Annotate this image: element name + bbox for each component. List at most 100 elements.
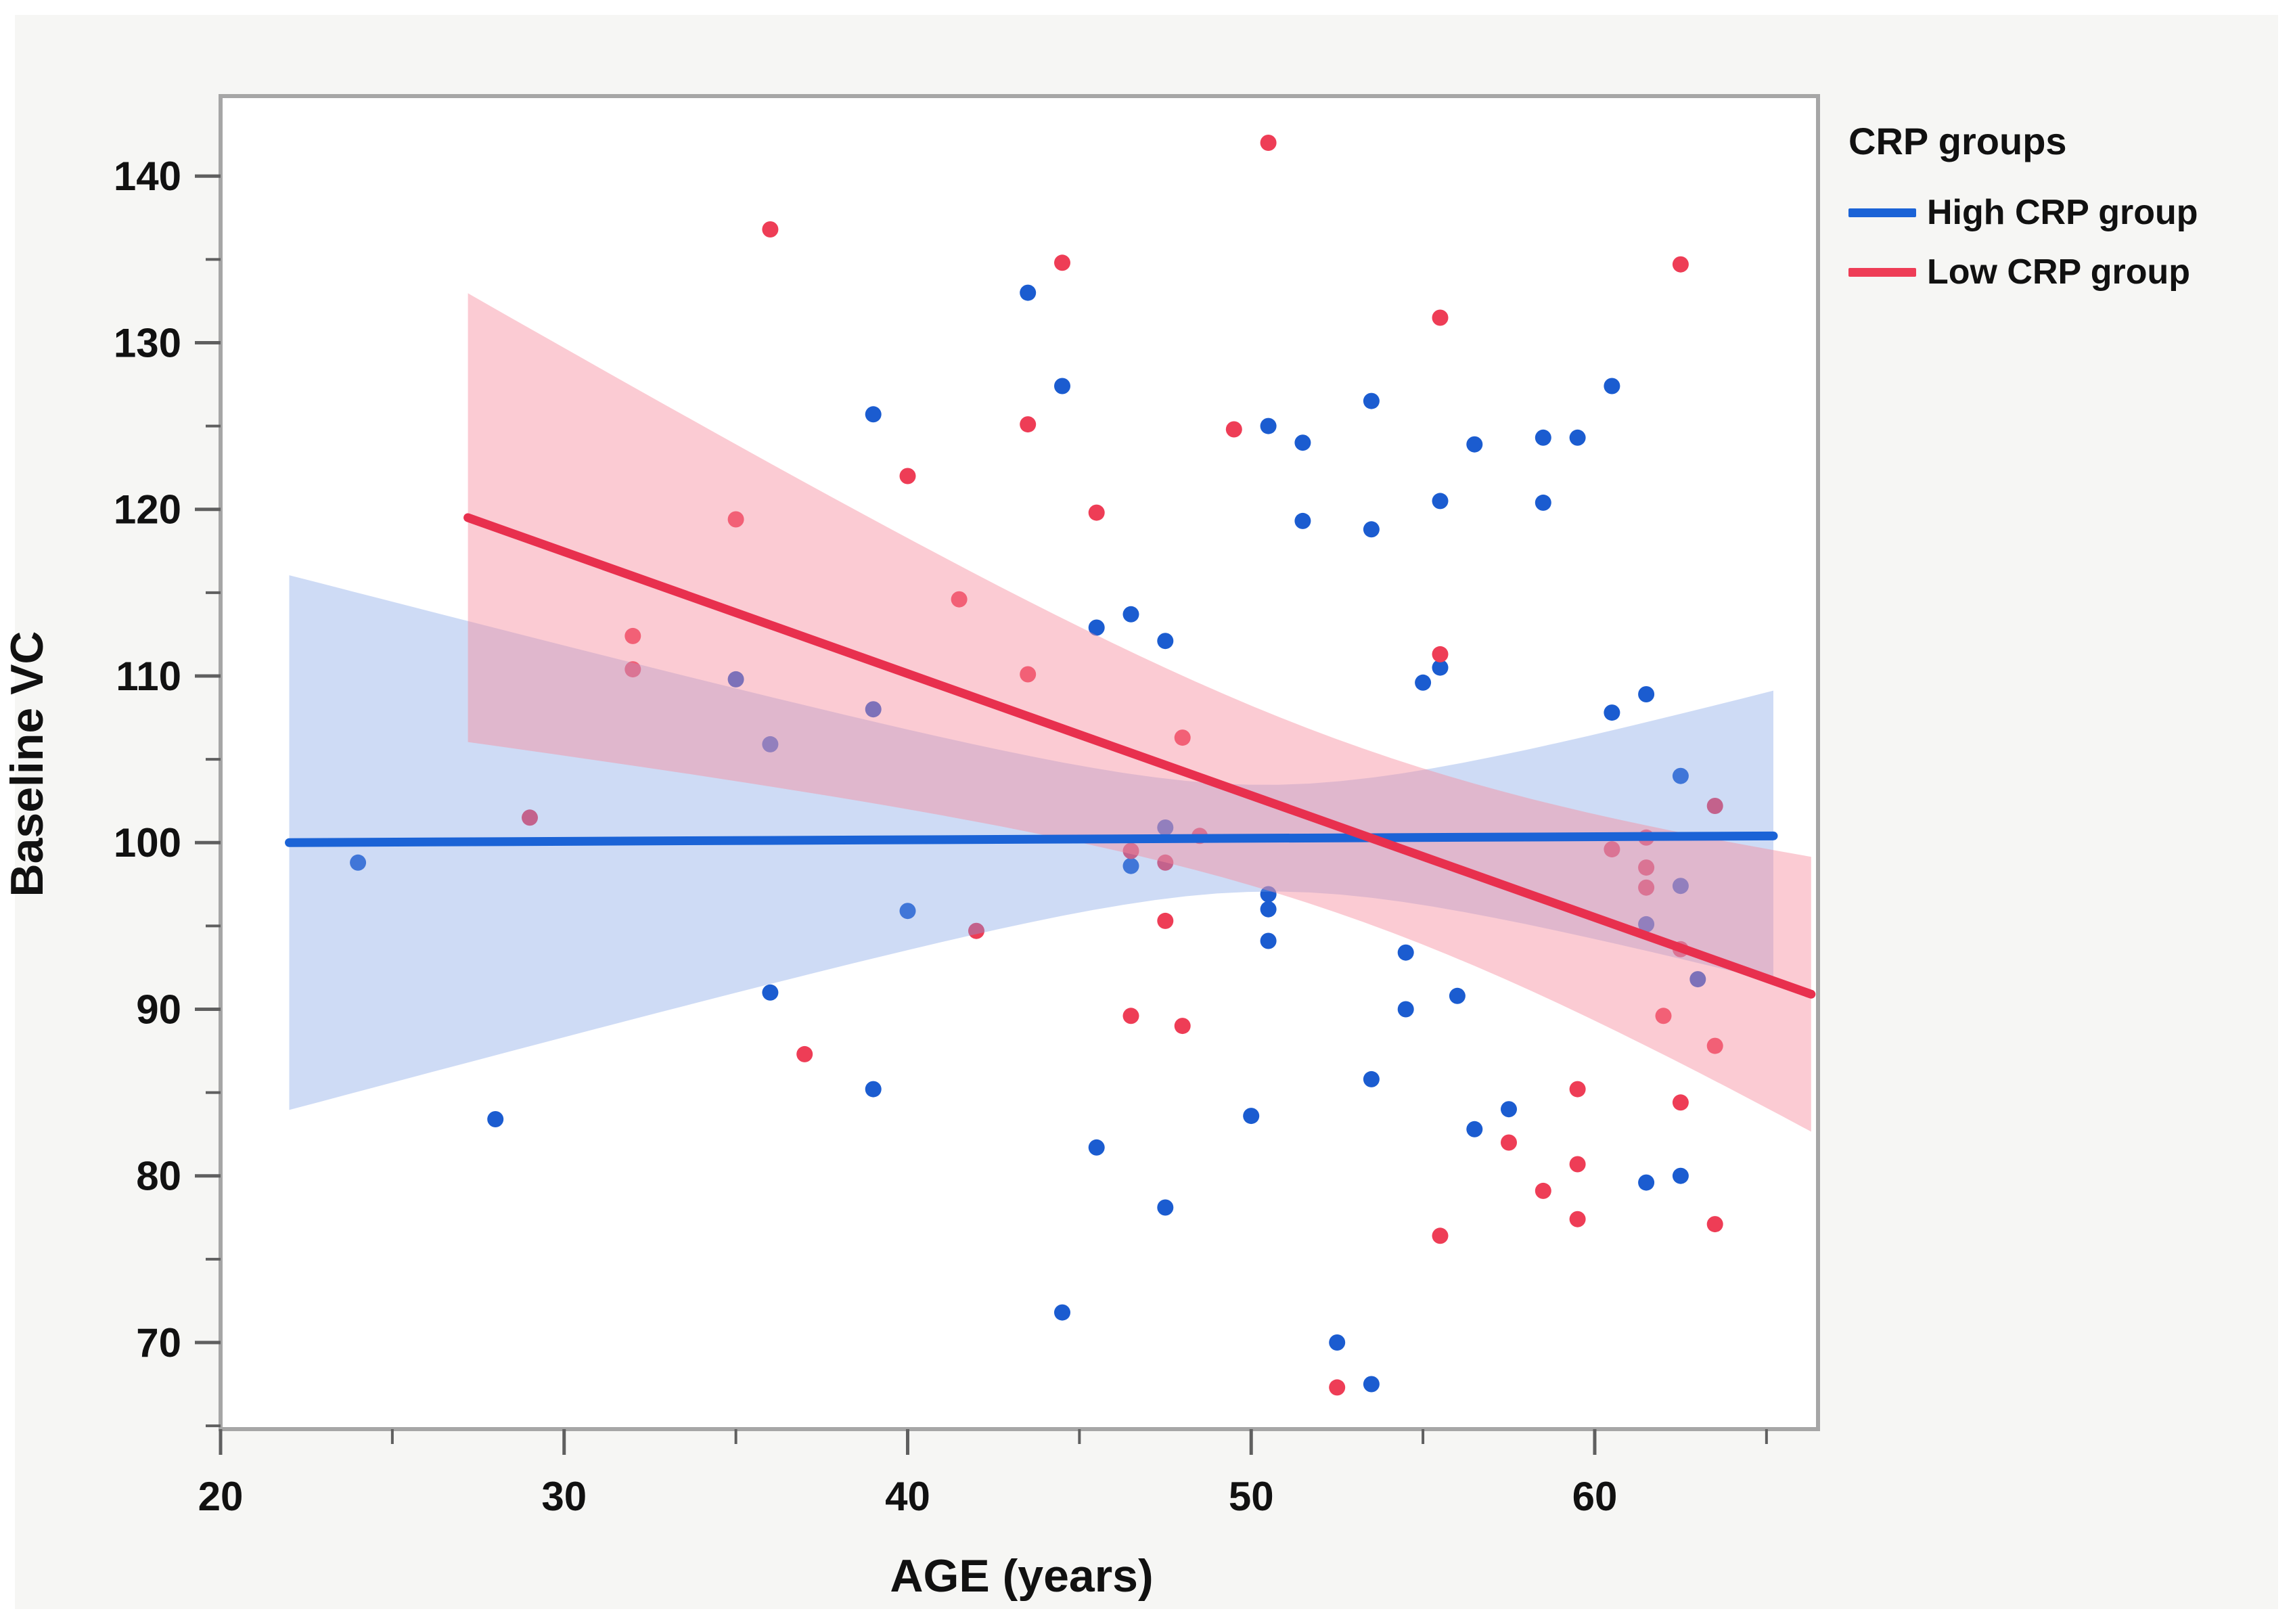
x-tick-label: 40 (885, 1474, 930, 1519)
data-point (796, 1045, 813, 1062)
y-tick-label: 70 (136, 1320, 181, 1366)
data-point (1363, 1070, 1380, 1087)
data-point (951, 591, 968, 608)
data-point (1672, 767, 1689, 784)
low-crp-points (522, 135, 1723, 1396)
x-tick-label: 60 (1572, 1474, 1618, 1519)
legend-item-label: High CRP group (1927, 193, 2198, 232)
data-point (762, 984, 779, 1001)
data-point (1363, 521, 1380, 538)
data-point (1294, 434, 1311, 451)
data-point (350, 854, 367, 871)
y-tick-label: 100 (114, 820, 181, 865)
data-point (1535, 494, 1551, 511)
data-point (1329, 1379, 1346, 1396)
data-point (762, 736, 779, 752)
data-point (1604, 378, 1620, 394)
data-point (1260, 901, 1277, 918)
data-point (1054, 1304, 1070, 1321)
data-point (1122, 1008, 1139, 1024)
data-point (1260, 418, 1277, 434)
data-point (1294, 512, 1311, 529)
data-point (1535, 429, 1551, 446)
data-point (865, 406, 882, 423)
data-point (1672, 256, 1689, 273)
data-point (1569, 1156, 1586, 1173)
data-point (1260, 135, 1277, 151)
data-point (1088, 504, 1105, 521)
x-axis-ticks: 20 30 40 50 60 (198, 1429, 1768, 1519)
data-point (1363, 392, 1380, 409)
data-point (522, 809, 538, 826)
y-tick-label: 120 (114, 487, 181, 533)
data-point (1020, 666, 1037, 683)
plot-frame (219, 94, 1820, 1431)
data-point (1672, 878, 1689, 895)
low-crp-fit-line (463, 513, 1816, 999)
data-point (1569, 429, 1586, 446)
data-point (1706, 1216, 1723, 1233)
data-point (1638, 1174, 1655, 1191)
y-tick-label: 80 (136, 1154, 181, 1199)
data-point (1689, 971, 1706, 988)
data-point (1363, 1376, 1380, 1393)
data-point (1672, 1094, 1689, 1111)
data-point (899, 903, 916, 920)
data-point (1655, 1008, 1672, 1024)
data-point (1260, 932, 1277, 949)
data-point (1432, 646, 1449, 662)
y-tick-label: 90 (136, 987, 181, 1032)
high-crp-line-swatch-icon (1848, 208, 1916, 217)
data-point (865, 701, 882, 718)
data-point (1122, 842, 1139, 859)
high-crp-fit-line (285, 831, 1778, 847)
data-point (1415, 674, 1432, 691)
x-tick-label: 20 (198, 1474, 244, 1519)
data-point (1157, 633, 1174, 650)
data-point (1020, 416, 1037, 433)
data-point (1501, 1101, 1517, 1118)
data-point (762, 221, 779, 238)
legend-item-high: High CRP group (1848, 191, 2268, 233)
low-crp-line-swatch-icon (1848, 267, 1916, 277)
data-point (1706, 798, 1723, 814)
x-tick-label: 30 (541, 1474, 587, 1519)
data-point (1432, 1227, 1449, 1244)
plot-area (221, 96, 1818, 1429)
data-point (1638, 879, 1655, 896)
data-point (1088, 619, 1105, 636)
legend-item-low: Low CRP group (1848, 251, 2268, 293)
data-point (1638, 686, 1655, 702)
data-point (1466, 436, 1483, 453)
data-point (1397, 1001, 1414, 1018)
data-point (1466, 1121, 1483, 1137)
data-point (968, 922, 984, 939)
legend-title: CRP groups (1848, 120, 2067, 162)
legend-item-label: Low CRP group (1927, 252, 2191, 292)
data-point (1569, 1081, 1586, 1098)
data-point (1569, 1211, 1586, 1227)
data-point (1501, 1134, 1517, 1151)
y-tick-label: 140 (114, 154, 181, 199)
data-point (1225, 421, 1242, 438)
data-point (487, 1111, 504, 1127)
legend: CRP groups High CRP group Low CRP group (1848, 119, 2268, 311)
data-point (1157, 1199, 1174, 1216)
y-axis-ticks: 70 80 90 100 110 120 130 140 (114, 154, 221, 1428)
data-point (1020, 284, 1037, 301)
data-point (899, 468, 916, 484)
data-point (625, 627, 641, 644)
data-point (1054, 378, 1070, 394)
high-crp-points (350, 284, 1706, 1393)
data-point (1604, 841, 1620, 858)
data-point (1535, 1182, 1551, 1199)
data-point (727, 671, 744, 687)
data-point (1054, 254, 1070, 271)
data-point (1638, 859, 1655, 876)
y-tick-label: 130 (114, 320, 181, 365)
low-crp-confidence-band (468, 293, 1811, 1132)
data-point (865, 1081, 882, 1098)
data-point (1088, 1139, 1105, 1156)
data-point (1157, 854, 1174, 871)
